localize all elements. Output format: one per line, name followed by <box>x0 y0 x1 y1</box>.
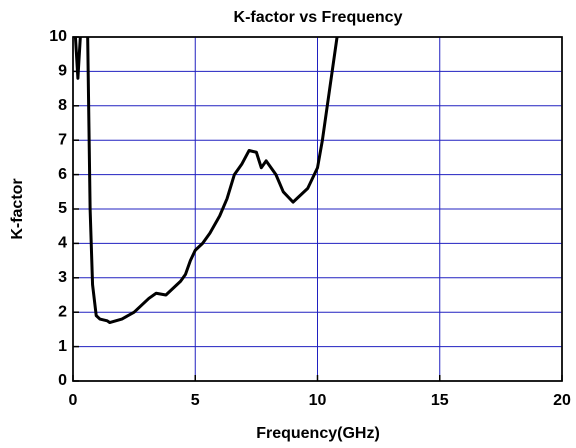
y-tick-label: 7 <box>58 131 67 148</box>
plot-frame <box>72 36 563 382</box>
y-tick-label: 6 <box>58 166 67 183</box>
y-tick-label: 1 <box>58 338 67 355</box>
y-tick-label: 2 <box>58 303 67 320</box>
x-tick-label: 15 <box>431 392 449 409</box>
data-line <box>73 37 339 325</box>
y-tick-label: 5 <box>58 200 67 217</box>
x-tick-label: 10 <box>309 392 327 409</box>
y-tick-label: 8 <box>58 97 67 114</box>
y-tick-label: 9 <box>58 63 67 80</box>
y-tick-label: 3 <box>58 269 67 286</box>
x-tick-label: 5 <box>191 392 200 409</box>
y-axis-label: K-factor <box>9 178 26 239</box>
y-tick-label: 10 <box>49 28 67 45</box>
chart-title: K-factor vs Frequency <box>234 9 403 26</box>
x-tick-label: 20 <box>553 392 571 409</box>
y-tick-label: 0 <box>58 372 67 389</box>
x-axis-label: Frequency(GHz) <box>256 425 380 442</box>
y-tick-label: 4 <box>58 235 67 252</box>
x-tick-label: 0 <box>69 392 78 409</box>
